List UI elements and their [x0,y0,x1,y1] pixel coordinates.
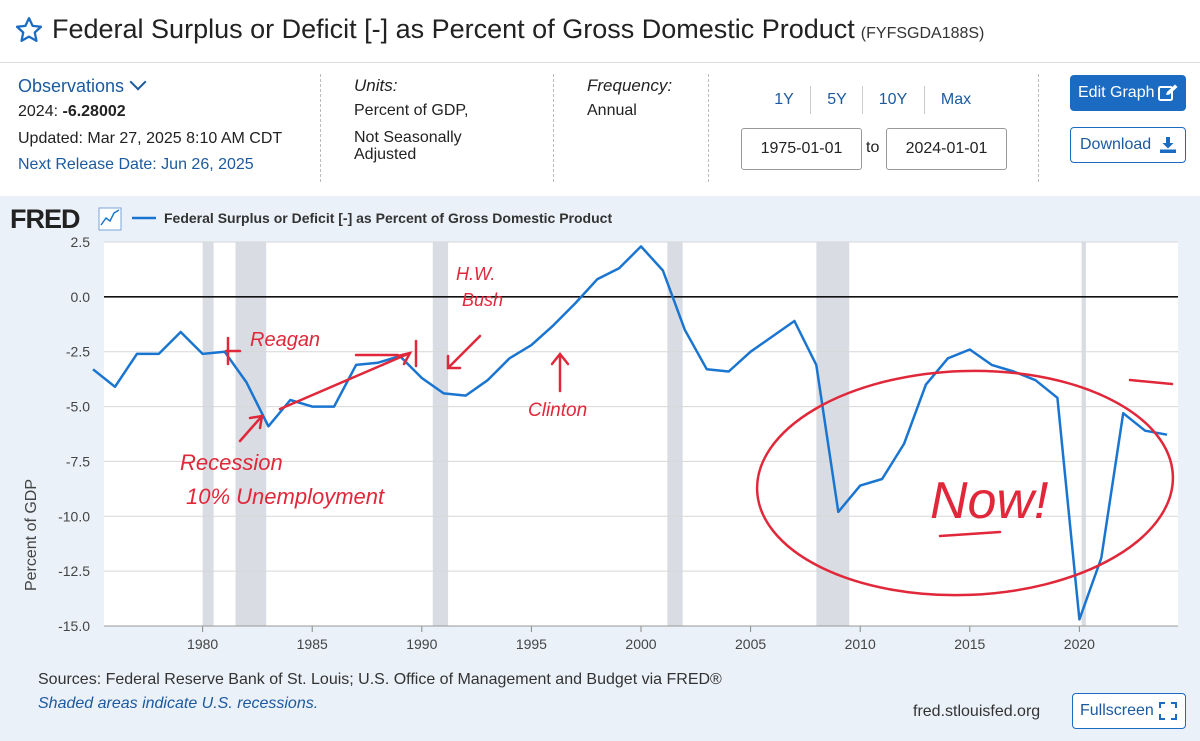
edit-graph-button[interactable]: Edit Graph [1070,75,1186,111]
units-line-2: Not Seasonally Adjusted [354,129,462,163]
latest-observation-prefix: 2024: [18,103,63,120]
recession-band [816,242,850,626]
fullscreen-icon [1159,702,1177,720]
now-underline [938,530,1002,538]
bush-arrow [446,334,482,370]
page-title: Federal Surplus or Deficit [-] as Percen… [52,14,984,45]
next-release-link[interactable]: Next Release Date: Jun 26, 2025 [18,156,254,173]
recession-note: Shaded areas indicate U.S. recessions. [38,695,319,712]
y-tick-label: 0.0 [71,289,91,305]
x-tick-label: 2010 [845,636,876,652]
bush-annotation-line2: Bush [462,290,503,310]
y-tick-label: 2.5 [71,234,91,250]
y-tick-label: -2.5 [66,344,90,360]
divider [553,74,554,182]
recession-band [235,242,267,626]
series-title: Federal Surplus or Deficit [-] as Percen… [52,14,855,44]
latest-observation: 2024: -6.28002 [18,103,126,121]
fullscreen-button[interactable]: Fullscreen [1072,693,1186,729]
now-annotation: Now! [930,472,1048,530]
end-date-input[interactable]: 2024-01-01 [886,128,1007,170]
latest-observation-value: -6.28002 [62,103,126,120]
download-icon [1160,137,1176,153]
series-line [92,245,1168,621]
clinton-arrow-head [550,351,570,366]
observations-dropdown[interactable]: Observations [18,73,147,97]
x-tick-label: 2015 [954,636,985,652]
now-circle [755,369,1175,597]
recession-band [1081,242,1086,626]
reagan-annotation: Reagan [250,329,320,351]
y-tick-label: -10.0 [58,508,90,524]
line-chart: Federal Surplus or Deficit [-] as Percen… [23,207,1178,652]
annotations-group [224,334,1175,597]
fred-chart-icon [98,207,122,231]
reagan-arrow-head [396,351,413,366]
divider [708,74,709,182]
legend-label: Federal Surplus or Deficit [-] as Percen… [164,210,612,226]
range-separator [810,86,811,114]
units-heading: Units: [354,76,398,95]
title-bar: Federal Surplus or Deficit [-] as Percen… [0,0,1200,63]
range-10y-button[interactable]: 10Y [878,91,908,108]
units-value: Percent of GDP, Not Seasonally Adjusted [354,102,514,163]
range-1y-button[interactable]: 1Y [774,91,794,108]
date-range-to-label: to [866,139,880,156]
updated-timestamp: Updated: Mar 27, 2025 8:10 AM CDT [18,130,283,147]
recession-arrow-head [248,414,264,430]
sources-text: Sources: Federal Reserve Bank of St. Lou… [38,671,722,688]
x-tick-label: 2020 [1064,636,1095,652]
download-button[interactable]: Download [1070,127,1186,163]
plot-area [104,242,1178,626]
x-tick-label: 1985 [297,636,328,652]
recession-band [667,242,683,626]
range-separator [924,86,925,114]
start-date-input[interactable]: 1975-01-01 [741,128,862,170]
range-separator [862,86,863,114]
edit-icon [1158,84,1178,101]
series-id: (FYFSGDA188S) [860,25,985,42]
fred-logo: FRED [10,204,80,234]
x-tick-label: 1995 [516,636,547,652]
x-tick-label: 2000 [625,636,656,652]
recession-band [432,242,449,626]
bush-annotation-line1: H.W. [456,264,495,284]
frequency-value: Annual [587,102,637,119]
y-tick-label: -7.5 [66,453,90,469]
edit-graph-label: Edit Graph [1078,84,1155,101]
annotation-text-group: Reagan H.W. Bush Clinton Recession 10% U… [180,264,1048,530]
y-tick-label: -12.5 [58,563,90,579]
frequency-heading: Frequency: [587,76,673,95]
recession-annotation-line1: Recession [180,450,283,475]
y-tick-label: -15.0 [58,618,90,634]
now-circle-tail [1128,378,1174,386]
clinton-annotation: Clinton [528,400,587,421]
x-tick-label: 1980 [187,636,218,652]
chevron-down-icon [129,73,147,91]
download-label: Download [1080,136,1152,153]
reagan-trend-arrow [278,351,412,411]
y-axis-label: Percent of GDP [23,479,40,591]
range-5y-button[interactable]: 5Y [827,91,847,108]
observations-label: Observations [18,76,125,96]
star-outline-icon[interactable] [14,15,44,45]
x-tick-label: 2005 [735,636,766,652]
fullscreen-label: Fullscreen [1080,702,1154,719]
units-line-1: Percent of GDP, [354,102,469,119]
fred-url[interactable]: fred.stlouisfed.org [913,703,1041,720]
x-tick-label: 1990 [406,636,437,652]
recession-annotation-line2: 10% Unemployment [186,484,385,509]
divider [320,74,321,182]
recession-band [202,242,214,626]
y-tick-label: -5.0 [66,399,90,415]
divider [1038,74,1039,182]
bush-arrow-head [446,354,462,370]
range-max-button[interactable]: Max [940,91,972,108]
recession-arrow [238,414,264,443]
